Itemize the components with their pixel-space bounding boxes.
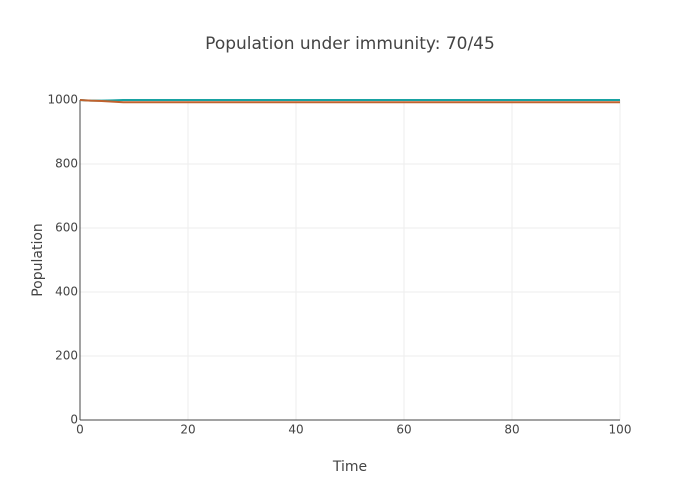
series-line xyxy=(79,99,620,102)
x-tick-label: 20 xyxy=(180,423,195,437)
series-line xyxy=(79,99,620,104)
y-axis-title: Population xyxy=(30,223,46,297)
y-tick-label: 200 xyxy=(55,349,78,363)
x-axis-title: Time xyxy=(332,459,367,475)
y-tick-label: 800 xyxy=(55,157,78,171)
x-tick-label: 100 xyxy=(609,423,632,437)
y-tick-label: 600 xyxy=(55,221,78,235)
x-tick-label: 80 xyxy=(504,423,519,437)
y-tick-label: 0 xyxy=(70,413,78,427)
x-tick-label: 60 xyxy=(396,423,411,437)
chart-title: Population under immunity: 70/45 xyxy=(205,34,495,54)
y-tick-label: 1000 xyxy=(47,93,78,107)
x-tick-label: 0 xyxy=(76,423,84,437)
y-tick-label: 400 xyxy=(55,285,78,299)
x-tick-label: 40 xyxy=(288,423,303,437)
